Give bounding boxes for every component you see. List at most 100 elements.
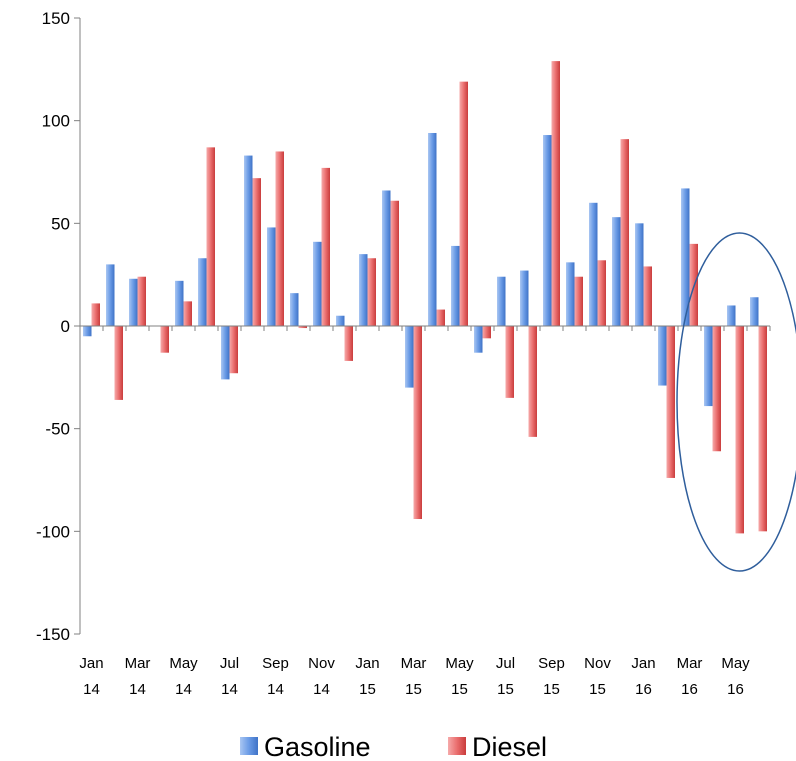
diesel-bar: [528, 326, 537, 437]
x-tick-label-month: Sep: [538, 655, 565, 672]
gasoline-bar: [750, 297, 759, 326]
gasoline-bar: [704, 326, 713, 407]
gasoline-bar: [727, 305, 736, 326]
gasoline-bar: [244, 155, 253, 326]
x-tick-label-month: May: [445, 655, 474, 672]
diesel-bar: [436, 309, 445, 326]
diesel-bar: [183, 301, 192, 326]
y-tick-label: 50: [51, 214, 70, 233]
x-tick-label-year: 16: [681, 681, 698, 698]
gasoline-bar: [313, 241, 322, 326]
x-tick-label-year: 14: [221, 681, 238, 698]
diesel-bar: [344, 326, 353, 361]
diesel-bar: [620, 139, 629, 326]
diesel-bar: [735, 326, 744, 534]
x-tick-label-month: Jul: [496, 655, 515, 672]
gasoline-bar: [543, 135, 552, 326]
x-tick-label-month: Nov: [308, 655, 335, 672]
diesel-bar: [505, 326, 514, 398]
y-axis: 150 100 50 0 -50 -100 -150: [36, 9, 81, 644]
x-tick-label-year: 14: [129, 681, 146, 698]
gasoline-bar: [129, 278, 138, 326]
gasoline-bar: [612, 217, 621, 326]
x-tick-label-month: Jan: [631, 655, 655, 672]
x-tick-label-year: 14: [313, 681, 330, 698]
gasoline-bar: [635, 223, 644, 326]
gasoline-bar: [359, 254, 368, 326]
diesel-bar: [551, 61, 560, 327]
gasoline-bar: [451, 245, 460, 326]
diesel-bar: [275, 151, 284, 326]
diesel-legend-swatch: [448, 737, 466, 755]
gasoline-legend-label: Gasoline: [264, 732, 371, 761]
x-tick-label-year: 16: [727, 681, 744, 698]
y-tick-label: -50: [45, 420, 70, 439]
x-tick-label-month: May: [721, 655, 750, 672]
x-tick-label-year: 14: [175, 681, 192, 698]
y-tick-label: -100: [36, 522, 70, 541]
diesel-bar: [229, 326, 238, 374]
diesel-bar: [252, 178, 261, 326]
y-tick-label: -150: [36, 625, 70, 644]
diesel-bar: [137, 276, 146, 326]
gasoline-bar: [405, 326, 414, 388]
gasoline-bar: [336, 315, 345, 326]
x-tick-label-month: Mar: [401, 655, 427, 672]
x-tick-label-month: Jan: [355, 655, 379, 672]
diesel-bar: [367, 258, 376, 326]
diesel-bar: [712, 326, 721, 452]
x-tick-label-year: 15: [589, 681, 606, 698]
gasoline-legend-swatch: [240, 737, 258, 755]
legend: Gasoline Diesel: [240, 732, 547, 761]
diesel-bar: [482, 326, 491, 339]
x-tick-label-year: 15: [497, 681, 514, 698]
diesel-bar: [666, 326, 675, 478]
x-tick-label-month: Mar: [125, 655, 151, 672]
diesel-bar: [390, 200, 399, 326]
gasoline-bar: [428, 132, 437, 326]
x-tick-label-month: Nov: [584, 655, 611, 672]
x-tick-label-month: Mar: [677, 655, 703, 672]
diesel-bar: [413, 326, 422, 520]
gasoline-bar: [520, 270, 529, 326]
diesel-bar: [643, 266, 652, 326]
diesel-bar: [459, 81, 468, 327]
gasoline-bar: [221, 326, 230, 380]
x-tick-label-year: 15: [543, 681, 560, 698]
diesel-bar: [114, 326, 123, 400]
gasoline-bar: [382, 190, 391, 326]
gasoline-bar: [566, 262, 575, 326]
x-tick-label-month: May: [169, 655, 198, 672]
gasoline-bar: [267, 227, 276, 326]
diesel-legend-label: Diesel: [472, 732, 547, 761]
gasoline-bar: [474, 326, 483, 353]
y-tick-label: 100: [42, 112, 70, 131]
diesel-bar: [91, 303, 100, 326]
x-tick-label-month: Jan: [79, 655, 103, 672]
diesel-bar: [321, 167, 330, 326]
x-axis: Jan 14 Mar 14 May 14 Jul 14 Sep 14 Nov 14 Jan 15 Mar 15…: [79, 325, 771, 698]
x-tick-label-year: 15: [359, 681, 376, 698]
gasoline-bar: [290, 293, 299, 326]
highlight-ellipse: [676, 232, 796, 572]
diesel-bar: [574, 276, 583, 326]
gasoline-bar: [681, 188, 690, 326]
x-tick-label-year: 15: [451, 681, 468, 698]
y-tick-label: 0: [61, 317, 70, 336]
diesel-bar: [298, 326, 307, 329]
x-tick-label-month: Sep: [262, 655, 289, 672]
gasoline-bar: [83, 326, 92, 337]
y-tick-label: 150: [42, 9, 70, 28]
diesel-bar: [206, 147, 215, 326]
gasoline-bar: [106, 264, 115, 326]
x-tick-label-year: 16: [635, 681, 652, 698]
x-tick-label-month: Jul: [220, 655, 239, 672]
bars: [83, 61, 767, 534]
x-tick-label-year: 14: [267, 681, 284, 698]
gasoline-bar: [658, 326, 667, 386]
diesel-bar: [597, 260, 606, 326]
diesel-bar: [160, 326, 169, 353]
x-tick-label-year: 15: [405, 681, 422, 698]
gasoline-bar: [175, 280, 184, 326]
